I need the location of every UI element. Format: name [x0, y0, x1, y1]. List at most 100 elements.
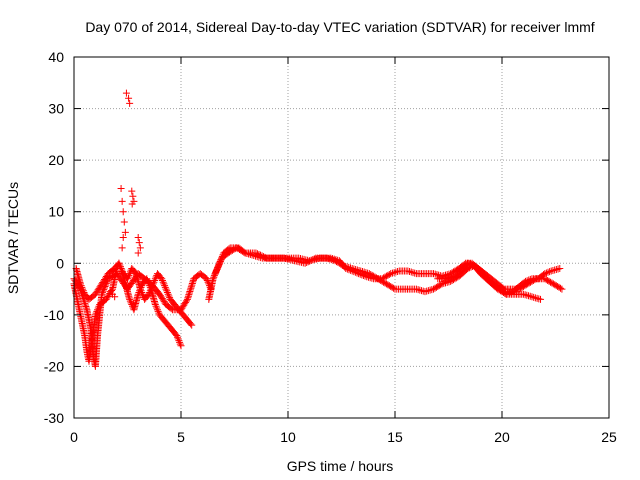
x-tick-label: 5 — [177, 429, 185, 445]
data-point — [390, 284, 398, 292]
data-point — [337, 260, 345, 268]
data-point — [126, 270, 134, 278]
data-point — [129, 192, 137, 200]
data-point — [365, 270, 373, 278]
data-point — [99, 287, 107, 295]
data-point — [136, 285, 144, 293]
data-point — [257, 254, 265, 262]
data-point — [411, 269, 419, 277]
data-point — [121, 228, 129, 236]
data-point — [328, 256, 336, 264]
data-point — [125, 94, 133, 102]
data-point — [406, 268, 414, 276]
data-point — [118, 197, 126, 205]
data-point — [381, 279, 389, 287]
data-point — [368, 271, 376, 279]
data-point — [304, 258, 312, 266]
data-point — [253, 253, 261, 261]
data-point — [467, 261, 475, 269]
data-point — [360, 268, 368, 276]
data-point — [449, 273, 457, 281]
data-point — [530, 293, 538, 301]
x-tick-label: 20 — [494, 429, 510, 445]
data-point — [241, 249, 249, 257]
data-point — [215, 260, 223, 268]
data-point — [370, 272, 378, 280]
y-tick-label: 10 — [48, 204, 64, 220]
x-tick-label: 15 — [387, 429, 403, 445]
data-point — [444, 274, 452, 282]
data-point — [176, 338, 184, 346]
data-point — [111, 293, 119, 301]
data-point — [117, 185, 125, 193]
data-point — [364, 269, 372, 277]
data-point — [355, 267, 363, 275]
data-point — [115, 259, 123, 267]
x-tick-label: 10 — [280, 429, 296, 445]
data-point — [499, 289, 507, 297]
data-point — [138, 290, 146, 298]
data-point — [158, 275, 166, 283]
data-point — [547, 267, 555, 275]
data-point — [525, 276, 533, 284]
data-point — [165, 292, 173, 300]
data-point — [153, 306, 161, 314]
data-point — [155, 309, 163, 317]
data-point — [245, 250, 253, 258]
data-point — [412, 285, 420, 293]
data-point — [310, 255, 318, 263]
data-point — [213, 265, 221, 273]
data-point — [240, 248, 248, 256]
data-point — [438, 280, 446, 288]
data-point — [552, 265, 560, 273]
data-point — [495, 286, 503, 294]
data-point — [542, 269, 550, 277]
data-point — [432, 283, 440, 291]
data-point — [416, 286, 424, 294]
data-point — [120, 218, 128, 226]
data-point — [551, 266, 559, 274]
data-point — [343, 263, 351, 271]
data-point — [537, 295, 545, 303]
data-point — [435, 271, 443, 279]
data-point — [106, 274, 114, 282]
data-point — [531, 294, 539, 302]
data-point — [545, 277, 553, 285]
data-point — [211, 270, 219, 278]
data-point — [324, 255, 332, 263]
y-tick-label: 20 — [48, 152, 64, 168]
data-point — [423, 287, 431, 295]
data-point — [390, 269, 398, 277]
data-point — [161, 282, 169, 290]
data-point — [151, 276, 159, 284]
data-point — [374, 275, 382, 283]
data-point — [235, 246, 243, 254]
data-point — [544, 268, 552, 276]
data-point — [552, 282, 560, 290]
data-point — [348, 264, 356, 272]
data-point — [519, 290, 527, 298]
data-point — [443, 278, 451, 286]
data-point — [145, 290, 153, 298]
data-point — [303, 259, 311, 267]
data-point — [102, 281, 110, 289]
data-point — [341, 262, 349, 270]
data-point — [334, 258, 342, 266]
data-point — [151, 275, 159, 283]
data-point — [212, 268, 220, 276]
data-point — [554, 282, 562, 290]
ticks: 0 5 10 15 20 25 -30 -20 -10 0 10 20 30 40 — [44, 49, 617, 445]
data-point — [418, 287, 426, 295]
data-point — [335, 259, 343, 267]
data-point — [525, 292, 533, 300]
x-tick-label: 0 — [70, 429, 78, 445]
data-point — [340, 262, 348, 270]
data-point — [159, 278, 167, 286]
data-point — [382, 272, 390, 280]
data-point — [556, 284, 564, 292]
data-point — [306, 257, 314, 265]
data-point — [372, 274, 380, 282]
data-point — [549, 280, 557, 288]
data-point — [540, 271, 548, 279]
